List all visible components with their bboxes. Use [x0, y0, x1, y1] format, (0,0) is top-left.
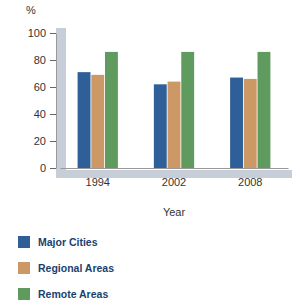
legend-swatch: [18, 288, 30, 300]
x-axis-title: Year: [163, 206, 186, 218]
tick-label: 1994: [86, 176, 110, 188]
tick-label: 2002: [162, 176, 186, 188]
x-axis: 1994 2002 2008: [61, 168, 289, 188]
legend-label: Remote Areas: [38, 288, 108, 300]
legend: Major Cities Regional Areas Remote Areas: [18, 236, 114, 300]
axis-line: [61, 168, 289, 169]
axis-line: [56, 34, 57, 169]
tick-label: 2008: [238, 176, 262, 188]
bar: [230, 78, 243, 168]
tick-label: 80: [34, 54, 46, 66]
tick: 0: [40, 162, 56, 174]
y-axis: 0 20 40 60 80 100: [28, 27, 57, 174]
bar: [91, 75, 104, 168]
chart: 0 20 40 60 80 100 1994 2002 2008% Year Major Citie…: [0, 0, 300, 307]
tick: 2008: [238, 168, 262, 188]
tick-mark: [50, 168, 56, 169]
tick-mark: [50, 33, 56, 34]
tick: 20: [34, 135, 56, 147]
tick-label: 100: [28, 27, 46, 39]
tick-mark: [50, 87, 56, 88]
tick: 100: [28, 27, 56, 39]
tick-label: 20: [34, 135, 46, 147]
bar: [181, 52, 194, 168]
tick: 1994: [86, 168, 110, 188]
legend-label: Regional Areas: [38, 262, 114, 274]
tick: 80: [34, 54, 56, 66]
bar: [168, 82, 181, 168]
y-axis-band: [56, 28, 66, 178]
tick: 2002: [162, 168, 186, 188]
bar: [78, 72, 91, 168]
tick-mark: [50, 60, 56, 61]
bar: [244, 79, 257, 168]
tick-label: 40: [34, 108, 46, 120]
tick: 40: [34, 108, 56, 120]
legend-label: Major Cities: [38, 236, 98, 248]
legend-swatch: [18, 262, 30, 274]
tick: 60: [34, 81, 56, 93]
tick-label: 0: [40, 162, 46, 174]
bar: [105, 52, 118, 168]
y-axis-title: %: [26, 4, 36, 16]
bar: [258, 52, 271, 168]
tick-label: 60: [34, 81, 46, 93]
legend-swatch: [18, 236, 30, 248]
bar: [154, 84, 167, 168]
bars: [78, 52, 271, 168]
tick-mark: [50, 114, 56, 115]
tick-mark: [50, 141, 56, 142]
